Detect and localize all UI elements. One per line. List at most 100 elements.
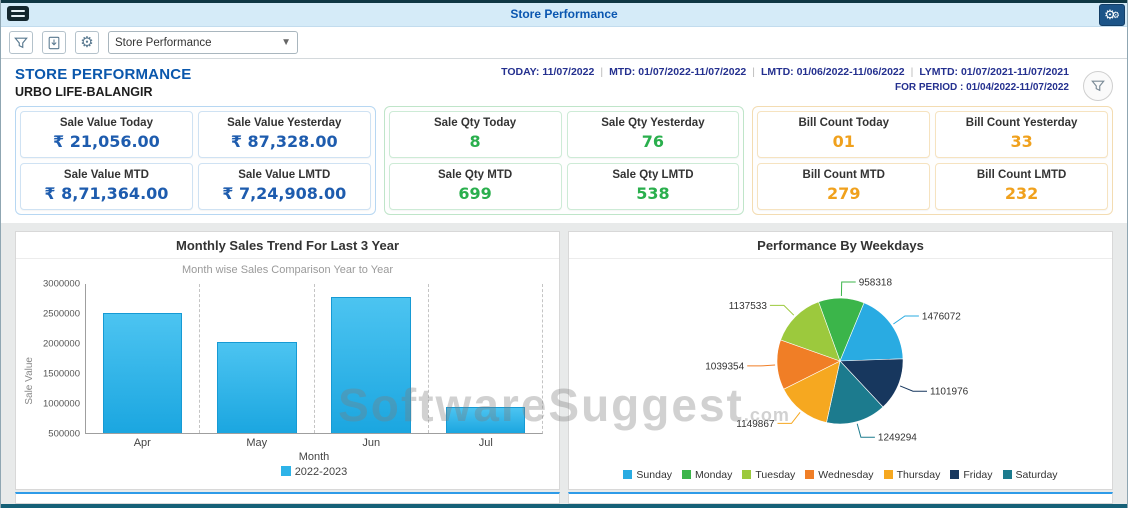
pie-chart-body: 958318 1476072 1101976 1249294 1149867 103935… [569, 259, 1112, 489]
pie-slice-tuesday[interactable] [780, 301, 841, 362]
period-label: LYMTD: [919, 66, 959, 78]
kpi-value: ₹ 21,056.00 [53, 132, 160, 151]
kpi-value: 279 [827, 184, 861, 203]
kpi-label: Bill Count MTD [802, 169, 885, 181]
kpi-card-sale-value-1: Sale Value Yesterday ₹ 87,328.00 [197, 111, 371, 158]
kpi-value: 8 [469, 132, 481, 151]
partial-panel-right [568, 492, 1113, 504]
legend-swatch [1002, 470, 1012, 479]
bar-chart-title: Monthly Sales Trend For Last 3 Year [16, 232, 559, 259]
kpi-card-sale-qty-1: Sale Qty Yesterday 76 [566, 111, 740, 158]
header-filter-button[interactable] [1083, 71, 1113, 101]
period-label: TODAY: [501, 66, 540, 78]
pie-leader-line [747, 364, 776, 367]
kpi-label: Sale Qty LMTD [612, 169, 694, 181]
period-separator: | [600, 66, 604, 78]
kpi-value: ₹ 87,328.00 [230, 132, 338, 151]
kpi-label: Bill Count Yesterday [965, 117, 1078, 129]
x-axis-label: Jun [362, 437, 381, 449]
pie-value-label: 1039354 [705, 361, 744, 372]
legend-item-sunday[interactable]: Sunday [623, 469, 672, 481]
pie-leader-line [840, 281, 856, 297]
period-label: MTD: [609, 66, 636, 78]
y-axis-tick: 1000000 [43, 398, 80, 410]
legend-item-friday[interactable]: Friday [950, 469, 993, 481]
funnel-icon [1091, 80, 1105, 92]
bookmark-button[interactable] [42, 31, 66, 54]
pie-leader-line [899, 385, 927, 392]
kpi-value: 76 [641, 132, 665, 151]
legend-item-tuesday[interactable]: Tuesday [742, 469, 795, 481]
bar-legend: 2022-2023 [85, 466, 543, 478]
gear-button[interactable]: ⚙ [75, 31, 99, 54]
bar-may[interactable] [217, 342, 297, 433]
pie-legend: Sunday Monday Tuesday Wednesday Thursday Frid… [575, 467, 1106, 487]
report-select[interactable]: Store Performance ▼ [108, 31, 298, 54]
kpi-card-bill-count-1: Bill Count Yesterday 33 [935, 111, 1109, 158]
pie-value-label: 1249294 [878, 433, 917, 444]
kpi-value: 538 [636, 184, 670, 203]
period-value: 01/07/2021-11/07/2021 [960, 66, 1069, 78]
pie-chart-title: Performance By Weekdays [569, 232, 1112, 259]
x-axis-label: May [246, 437, 268, 449]
y-axis-tick: 2500000 [43, 308, 80, 320]
kpi-card-sale-value-2: Sale Value MTD ₹ 8,71,364.00 [20, 163, 193, 210]
bottom-edge-strip [1, 504, 1127, 508]
kpi-value: 01 [832, 132, 855, 151]
period-item: MTD: 01/07/2022-11/07/2022 [609, 66, 746, 78]
kpi-value: 33 [1010, 132, 1033, 151]
legend-swatch [883, 470, 893, 479]
kpi-card-sale-value-0: Sale Value Today ₹ 21,056.00 [20, 111, 193, 158]
kpi-value: 232 [1004, 184, 1039, 203]
bar-apr[interactable] [102, 313, 183, 433]
period-item: TODAY: 11/07/2022 [501, 66, 594, 78]
menu-icon[interactable] [7, 6, 29, 21]
bar-chart-body: Month wise Sales Comparison Year to Year… [16, 259, 559, 489]
kpi-label: Bill Count Today [798, 117, 890, 129]
bookmark-icon [48, 36, 60, 49]
settings-gears-button[interactable]: ⚙⚙ [1099, 4, 1125, 26]
header-periods: TODAY: 11/07/2022 | MTD: 01/07/2022-11/07/… [501, 66, 1113, 99]
y-axis-tick: 2000000 [43, 338, 80, 350]
kpi-card-bill-count-2: Bill Count MTD 279 [757, 163, 931, 210]
pie-value-label: 1149867 [736, 419, 775, 430]
filter-button[interactable] [9, 31, 33, 54]
legend-swatch [950, 470, 960, 479]
pie-slice-saturday[interactable] [826, 360, 884, 425]
bar-jun[interactable] [331, 297, 411, 433]
kpi-section: Sale Value Today ₹ 21,056.00 Sale Value … [1, 103, 1127, 223]
legend-item-thursday[interactable]: Thursday [883, 469, 940, 481]
bar-jul[interactable] [445, 407, 525, 433]
legend-item-saturday[interactable]: Saturday [1002, 469, 1058, 481]
period-separator: | [910, 66, 914, 78]
x-axis-label: Jul [478, 437, 493, 449]
kpi-label: Sale Qty Yesterday [601, 117, 705, 129]
store-name: URBO LIFE-BALANGIR [15, 85, 153, 99]
kpi-label: Sale Qty Today [433, 117, 517, 129]
y-axis-tick: 1500000 [43, 368, 80, 380]
kpi-group-sale-value: Sale Value Today ₹ 21,056.00 Sale Value … [15, 106, 376, 215]
kpi-label: Sale Value LMTD [238, 169, 331, 181]
bottom-panels-row [1, 492, 1127, 504]
pie-slice-sunday[interactable] [839, 302, 904, 362]
pie-value-label: 1476072 [922, 312, 961, 323]
window-title: Store Performance [510, 7, 618, 21]
pie-slice-friday[interactable] [839, 358, 904, 408]
legend-swatch [742, 470, 752, 479]
top-edge-strip [1, 0, 1127, 3]
legend-item-wednesday[interactable]: Wednesday [805, 469, 874, 481]
pie-slice-thursday[interactable] [783, 360, 841, 423]
bar-chart-subtitle: Month wise Sales Comparison Year to Year [182, 264, 393, 276]
legend-item-monday[interactable]: Monday [682, 469, 732, 481]
kpi-group-bill-count: Bill Count Today 01 Bill Count Yesterday… [752, 106, 1114, 215]
legend-swatch [280, 466, 291, 476]
period-separator: | [752, 66, 755, 78]
bar-slot-jul [427, 284, 542, 433]
kpi-label: Sale Qty MTD [438, 169, 513, 181]
x-axis-label: Apr [133, 437, 151, 449]
pie-leader-line [769, 304, 795, 316]
y-axis-title: Sale Value [24, 357, 35, 405]
chevron-down-icon: ▼ [281, 37, 291, 48]
pie-leader-line [777, 411, 801, 424]
